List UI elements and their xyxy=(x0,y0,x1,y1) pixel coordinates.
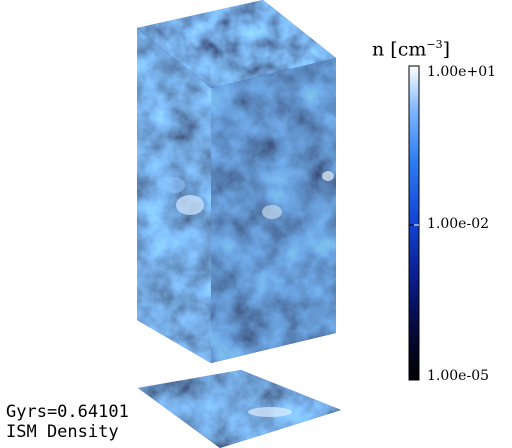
colorbar-tick-label-mid: 1.00e-02 xyxy=(427,216,490,232)
field-caption: ISM Density xyxy=(6,422,119,442)
colorbar-title: n [cm−3] xyxy=(372,38,450,60)
colorbar-title-exponent: −3 xyxy=(426,38,443,51)
colorbar-title-text: n [cm xyxy=(372,38,427,61)
density-slice xyxy=(138,370,341,448)
box-side-face xyxy=(211,58,336,363)
colorbar xyxy=(408,65,420,381)
colorbar-gradient xyxy=(408,65,420,381)
colorbar-tick-label-max: 1.00e+01 xyxy=(427,64,497,80)
box-front-face xyxy=(137,28,211,363)
colorbar-tick-label-min: 1.00e-05 xyxy=(427,368,490,384)
colorbar-title-close: ] xyxy=(442,38,450,61)
time-caption: Gyrs=0.64101 xyxy=(6,402,129,422)
